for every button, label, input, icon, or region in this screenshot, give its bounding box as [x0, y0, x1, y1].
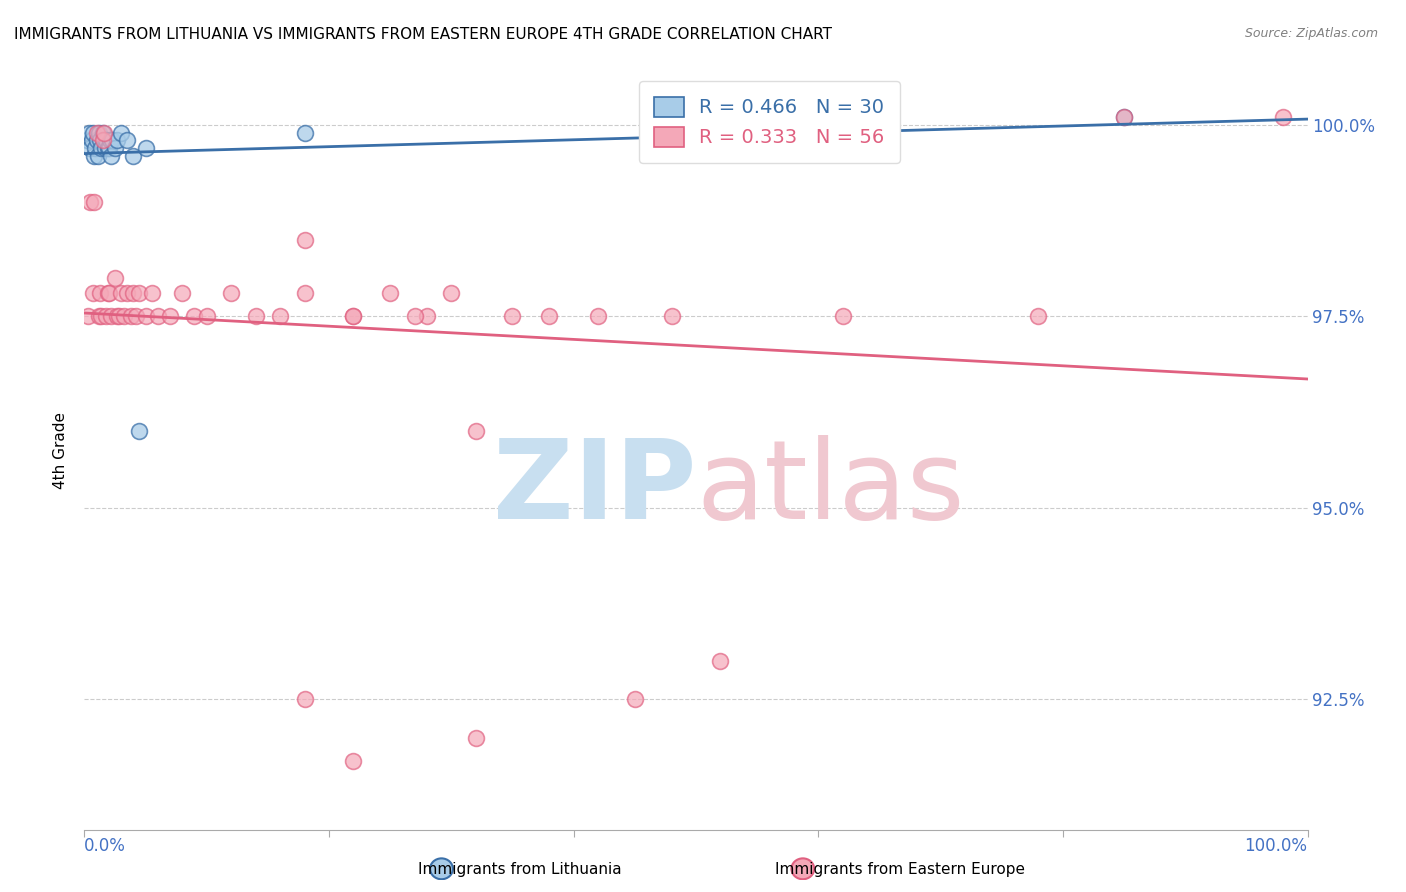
Point [404, 310, 426, 324]
Point [416, 310, 439, 324]
Point [97, 286, 120, 301]
Point [110, 126, 132, 140]
Legend: R = 0.466   N = 30, R = 0.333   N = 56: R = 0.466 N = 30, R = 0.333 N = 56 [638, 81, 900, 163]
Point [464, 425, 486, 439]
Point [100, 310, 122, 324]
Point [79, 141, 101, 155]
Point [219, 286, 242, 301]
Circle shape [430, 858, 453, 880]
Point [86, 126, 108, 140]
Point [128, 425, 150, 439]
Point [120, 310, 142, 324]
Point [294, 692, 316, 706]
Point [245, 310, 267, 324]
Point [122, 148, 145, 162]
Circle shape [792, 858, 814, 880]
Point [89, 133, 111, 147]
Point [104, 141, 127, 155]
Point [84, 141, 107, 155]
Point [87, 148, 110, 162]
Text: 100.0%: 100.0% [1244, 837, 1308, 855]
Point [93, 133, 115, 147]
Point [172, 286, 194, 301]
Y-axis label: 4th Grade: 4th Grade [53, 412, 69, 489]
Point [97, 141, 120, 155]
Point [76, 133, 98, 147]
Text: IMMIGRANTS FROM LITHUANIA VS IMMIGRANTS FROM EASTERN EUROPE 4TH GRADE CORRELATIO: IMMIGRANTS FROM LITHUANIA VS IMMIGRANTS … [14, 27, 832, 42]
Text: ZIP: ZIP [492, 435, 696, 541]
Point [104, 271, 127, 285]
Point [141, 286, 163, 301]
Point [440, 286, 463, 301]
Point [195, 310, 218, 324]
Point [183, 310, 205, 324]
Point [96, 133, 118, 147]
Point [105, 310, 128, 324]
Point [86, 133, 108, 147]
Text: Immigrants from Lithuania: Immigrants from Lithuania [419, 863, 621, 877]
Point [87, 310, 110, 324]
Point [89, 286, 111, 301]
Point [1272, 111, 1295, 125]
Point [93, 126, 115, 140]
Point [97, 141, 120, 155]
Point [115, 286, 138, 301]
Point [96, 310, 118, 324]
Point [105, 133, 128, 147]
Point [661, 310, 683, 324]
Point [831, 310, 853, 324]
Point [294, 233, 316, 247]
Point [294, 126, 316, 140]
Point [82, 286, 104, 301]
Point [110, 286, 132, 301]
Point [83, 148, 105, 162]
Point [90, 141, 112, 155]
Point [100, 148, 122, 162]
Point [128, 286, 150, 301]
Point [83, 194, 105, 209]
Point [79, 194, 101, 209]
Point [82, 126, 104, 140]
Point [87, 126, 110, 140]
Point [77, 126, 100, 140]
Point [122, 286, 145, 301]
Point [342, 754, 364, 768]
Point [91, 133, 114, 147]
Point [502, 310, 524, 324]
Point [294, 286, 316, 301]
Text: Immigrants from Eastern Europe: Immigrants from Eastern Europe [775, 863, 1025, 877]
Point [380, 286, 402, 301]
Point [97, 286, 120, 301]
Point [342, 310, 364, 324]
Point [538, 310, 561, 324]
Point [135, 310, 157, 324]
Point [586, 310, 609, 324]
Text: atlas: atlas [696, 435, 965, 541]
Text: Source: ZipAtlas.com: Source: ZipAtlas.com [1244, 27, 1378, 40]
Point [1114, 111, 1136, 125]
Point [101, 133, 124, 147]
Point [107, 310, 129, 324]
Point [80, 133, 103, 147]
Point [94, 141, 117, 155]
Point [342, 310, 364, 324]
Point [91, 126, 114, 140]
Point [624, 692, 647, 706]
Point [159, 310, 181, 324]
Point [115, 133, 138, 147]
Point [1028, 310, 1050, 324]
Point [269, 310, 291, 324]
Point [464, 731, 486, 745]
Point [1114, 111, 1136, 125]
Point [146, 310, 169, 324]
Point [98, 133, 121, 147]
Point [125, 310, 148, 324]
Point [77, 310, 100, 324]
Point [112, 310, 135, 324]
Point [135, 141, 157, 155]
Point [90, 310, 112, 324]
Point [709, 654, 731, 668]
Text: 0.0%: 0.0% [84, 837, 127, 855]
